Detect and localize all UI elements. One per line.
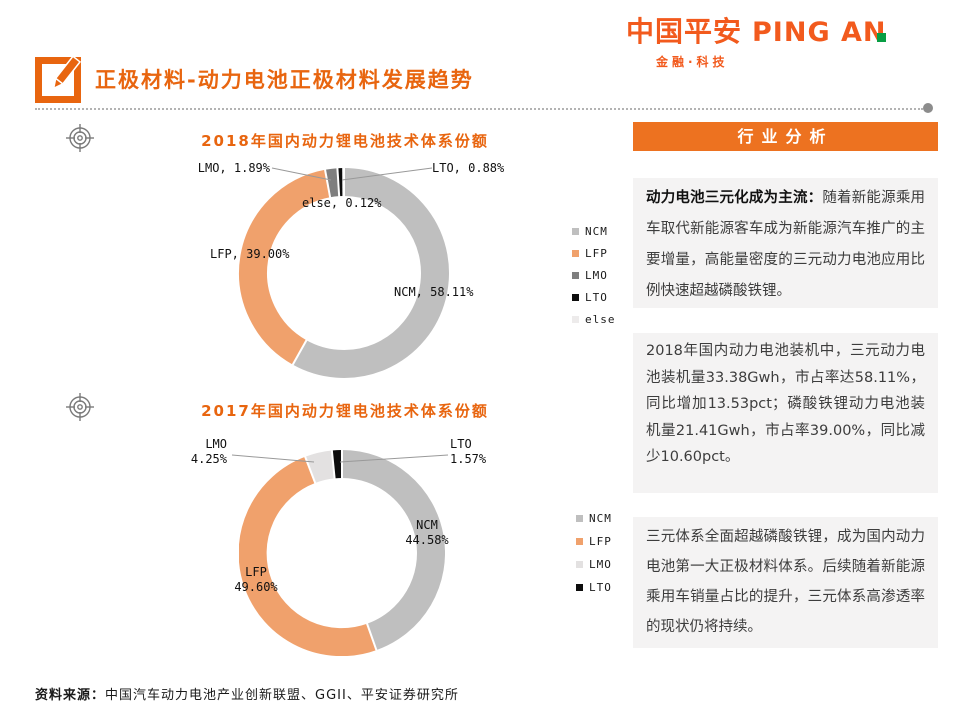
label-lfp-2018: LFP, 39.00% — [210, 247, 290, 261]
logo-brand-en: PING AN — [752, 17, 887, 48]
legend-swatch-lto — [572, 293, 579, 301]
label-else-2018: else, 0.12% — [302, 196, 382, 210]
donut-chart-2017: 2017年国内动力锂电池技术体系份额 LMO 4.25% LTO 1.57% N… — [110, 398, 580, 672]
legend-item-lfp: LFP — [576, 530, 612, 553]
label-lto-2017: LTO 1.57% — [450, 437, 487, 466]
logo-green-square — [877, 33, 886, 42]
donut-ring-2017 — [239, 450, 445, 656]
crosshair-target-icon — [63, 121, 97, 155]
logo-brand-row: 中国平安 PING AN — [626, 10, 916, 50]
legend-item-lfp: LFP — [572, 242, 616, 264]
legend-swatch-lmo — [572, 271, 579, 279]
legend-swatch-lto — [576, 584, 583, 591]
legend-2017: NCM LFP LMO LTO — [576, 507, 612, 599]
legend-item-ncm: NCM — [572, 220, 616, 242]
legend-swatch-lmo — [576, 561, 583, 568]
source-note: 资料来源：中国汽车动力电池产业创新联盟、GGII、平安证券研究所 — [35, 688, 459, 703]
label-ncm-2017: NCM 44.58% — [405, 518, 449, 547]
legend-swatch-ncm — [572, 227, 579, 235]
analysis-block-2: 2018年国内动力电池装机中，三元动力电池装机量33.38Gwh，市占率达58.… — [633, 333, 938, 493]
legend-swatch-ncm — [576, 515, 583, 522]
dotted-divider — [35, 108, 923, 110]
panel-title: 行业分析 — [633, 122, 938, 151]
logo-tagline: 金融·科技 — [656, 55, 729, 69]
label-lfp-2017: LFP 49.60% — [234, 565, 278, 594]
label-lmo-2018: LMO, 1.89% — [197, 161, 270, 175]
label-ncm-2018: NCM, 58.11% — [394, 285, 474, 299]
crosshair-target-icon — [63, 390, 97, 424]
donut-ring-2018 — [239, 167, 449, 378]
legend-swatch-else — [572, 315, 579, 323]
chart-title-2018: 2018年国内动力锂电池技术体系份额 — [201, 132, 489, 150]
analysis-lead: 动力电池三元化成为主流： — [646, 190, 823, 206]
pingan-logo: 中国平安 PING AN 金融·科技 — [626, 10, 916, 70]
legend-swatch-lfp — [576, 538, 583, 545]
legend-item-lto: LTO — [572, 286, 616, 308]
label-lmo-2017: LMO 4.25% — [190, 437, 227, 466]
legend-2018: NCM LFP LMO LTO else — [572, 220, 616, 330]
legend-item-lto: LTO — [576, 576, 612, 599]
logo-brand-cn: 中国平安 — [626, 15, 743, 48]
label-lto-2018: LTO, 0.88% — [432, 161, 505, 175]
legend-swatch-lfp — [572, 249, 579, 257]
divider-end-dot — [923, 103, 933, 113]
donut-chart-2018: 2018年国内动力锂电池技术体系份额 LMO, 1.89% LTO, 0.88%… — [110, 128, 580, 394]
page-title: 正极材料-动力电池正极材料发展趋势 — [95, 68, 474, 92]
legend-item-lmo: LMO — [572, 264, 616, 286]
chart-title-2017: 2017年国内动力锂电池技术体系份额 — [201, 402, 489, 420]
analysis-block-3: 三元体系全面超越磷酸铁锂，成为国内动力电池第一大正极材料体系。后续随着新能源乘用… — [633, 517, 938, 648]
analysis-block-1: 动力电池三元化成为主流：随着新能源乘用车取代新能源客车成为新能源汽车推广的主要增… — [633, 178, 938, 308]
legend-item-ncm: NCM — [576, 507, 612, 530]
legend-item-lmo: LMO — [576, 553, 612, 576]
legend-item-else: else — [572, 308, 616, 330]
pencil-note-icon — [35, 55, 81, 103]
